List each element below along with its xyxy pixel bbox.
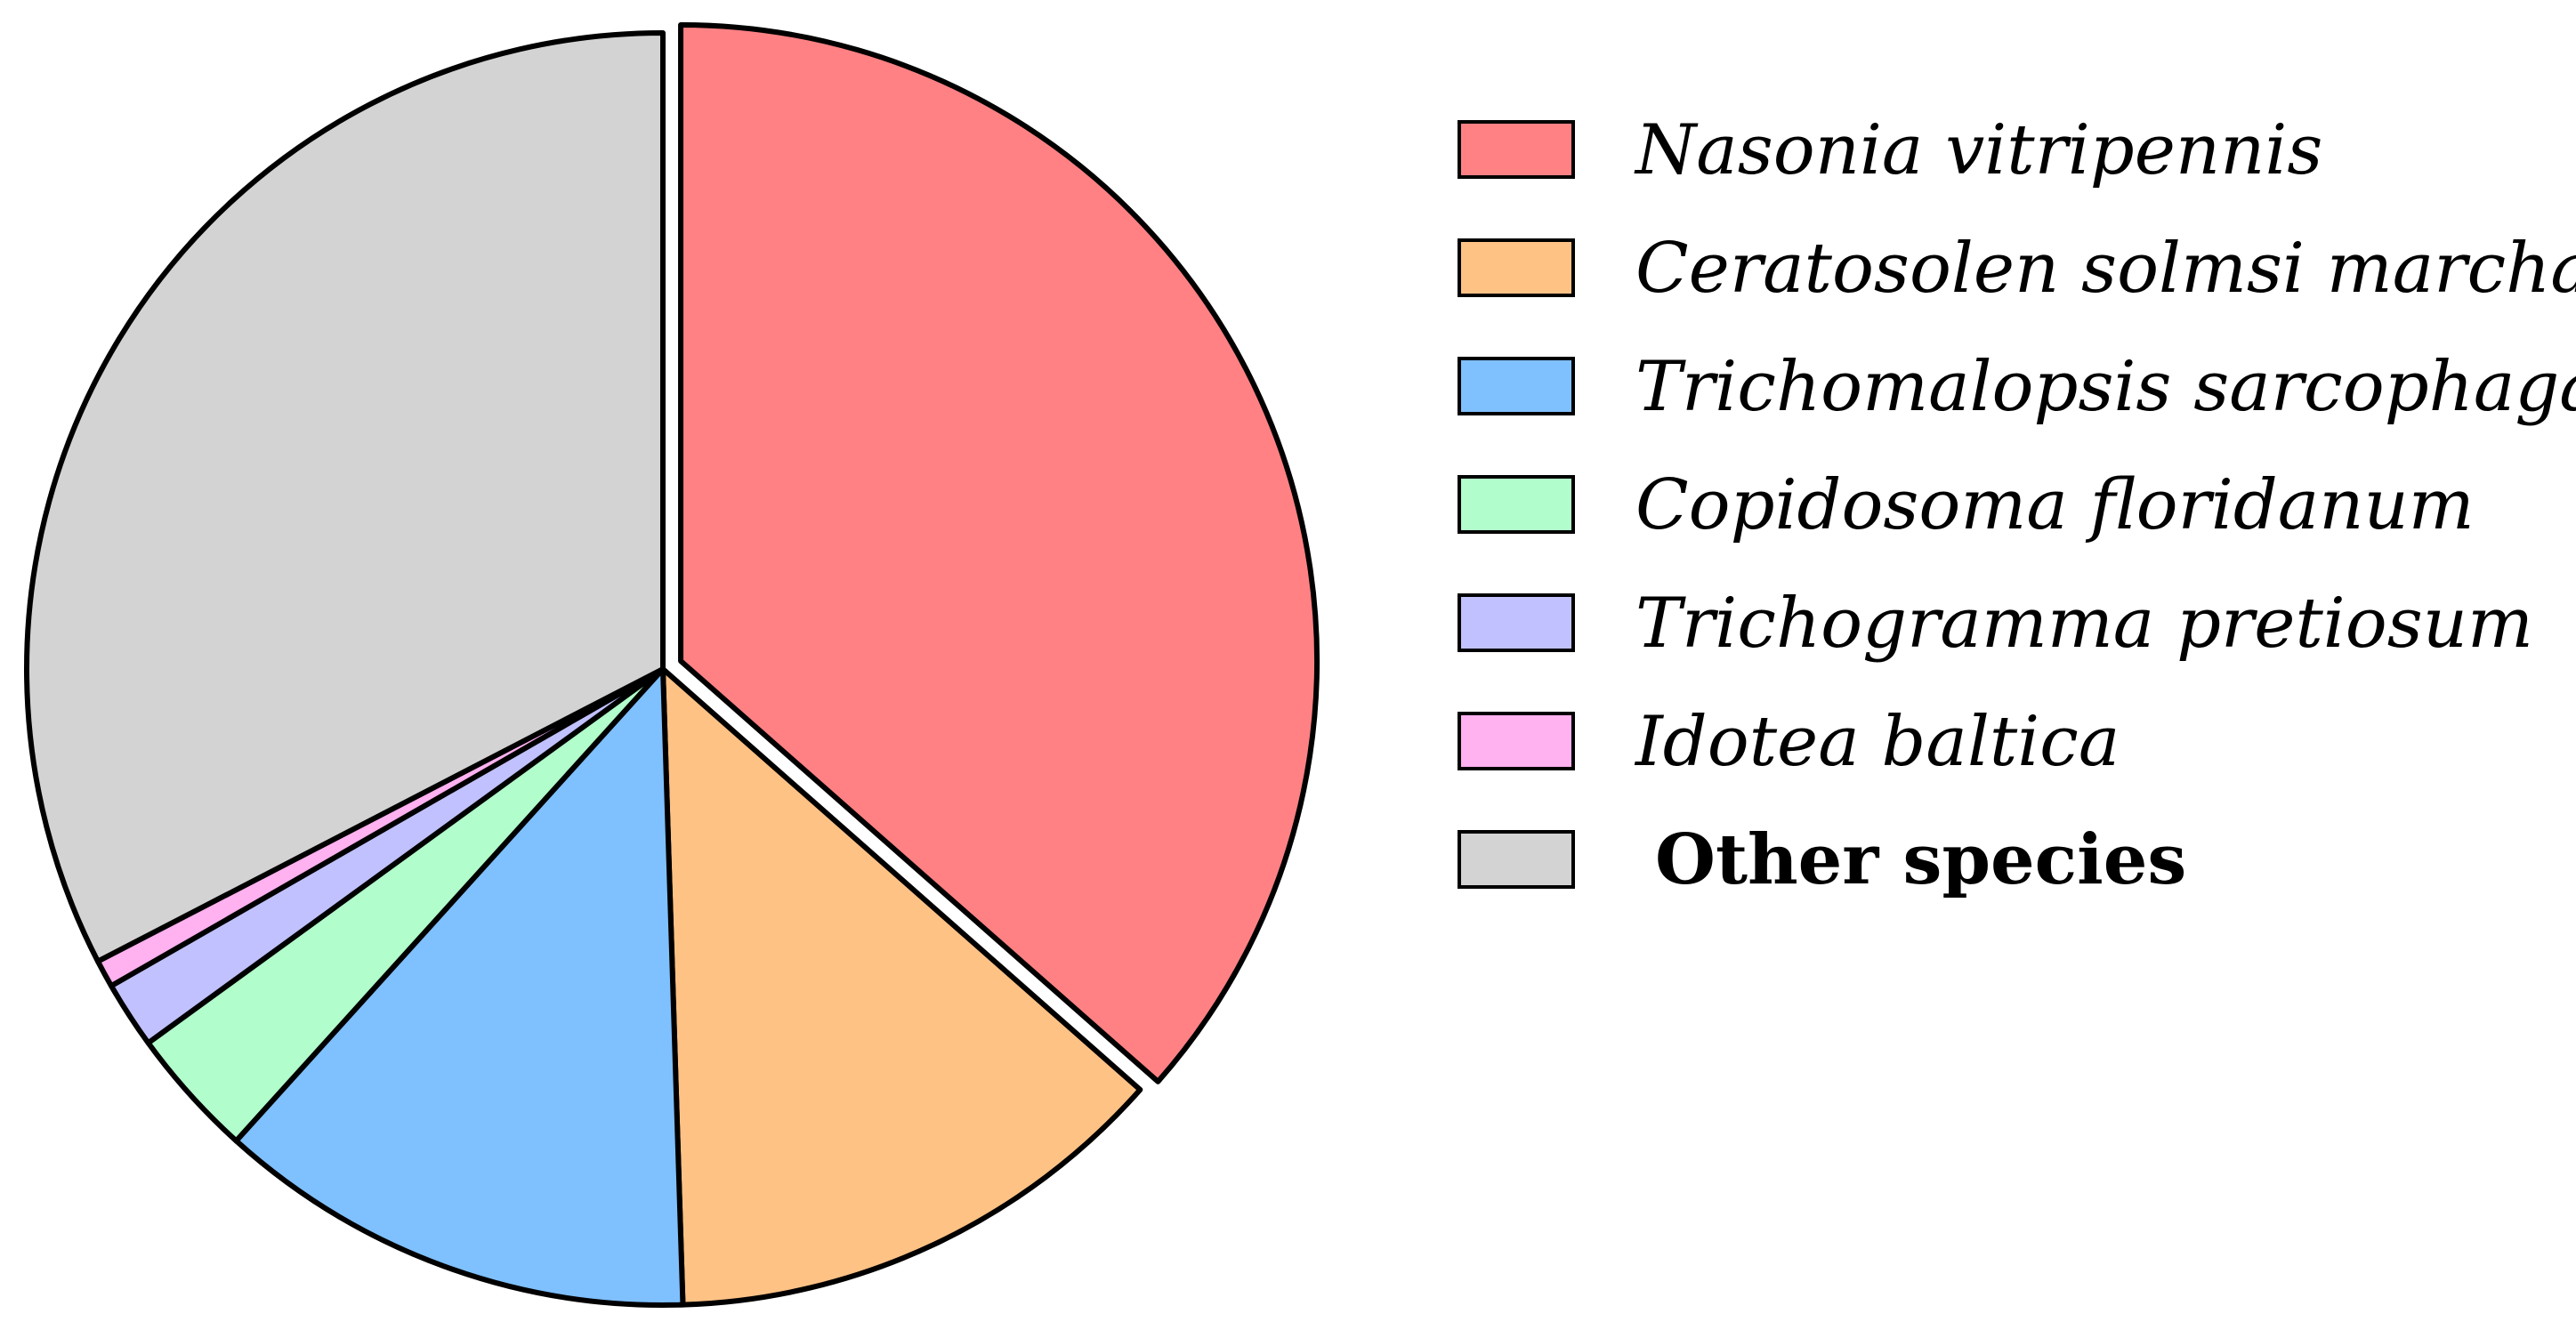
legend-swatch-trichomalopsis-sarcophagae — [1458, 357, 1575, 415]
legend-swatch-nasonia-vitripennis — [1458, 120, 1575, 179]
pie-slice-trichomalopsis-sarcophagae — [233, 666, 686, 1309]
pie-slice-other-species — [24, 30, 666, 964]
legend-label-other-species: Other species — [1655, 819, 2186, 900]
pie-slice-ceratosolen-solmsi-marchali — [660, 666, 1143, 1308]
legend-swatch-idotea-baltica — [1458, 712, 1575, 770]
legend: Nasonia vitripennis Ceratosolen solmsi ma… — [1458, 110, 2576, 900]
legend-label-idotea-baltica: Idotea baltica — [1634, 702, 2120, 782]
legend-label-trichogramma-pretiosum: Trichogramma pretiosum — [1635, 584, 2533, 664]
legend-swatch-trichogramma-pretiosum — [1458, 593, 1575, 652]
legend-label-copidosoma-floridanum: Copidosoma floridanum — [1635, 465, 2475, 545]
pie-slices — [24, 21, 1320, 1309]
legend-swatch-other-species — [1458, 830, 1575, 889]
pie-slice-nasonia-vitripennis — [678, 21, 1320, 1084]
legend-label-trichomalopsis-sarcophagae: Trichomalopsis sarcophagae — [1635, 347, 2576, 427]
legend-label-nasonia-vitripennis: Nasonia vitripennis — [1634, 110, 2322, 190]
legend-swatch-copidosoma-floridanum — [1458, 475, 1575, 534]
legend-label-ceratosolen-solmsi-marchali: Ceratosolen solmsi marchali — [1635, 229, 2576, 309]
legend-swatch-ceratosolen-solmsi-marchali — [1458, 238, 1575, 297]
